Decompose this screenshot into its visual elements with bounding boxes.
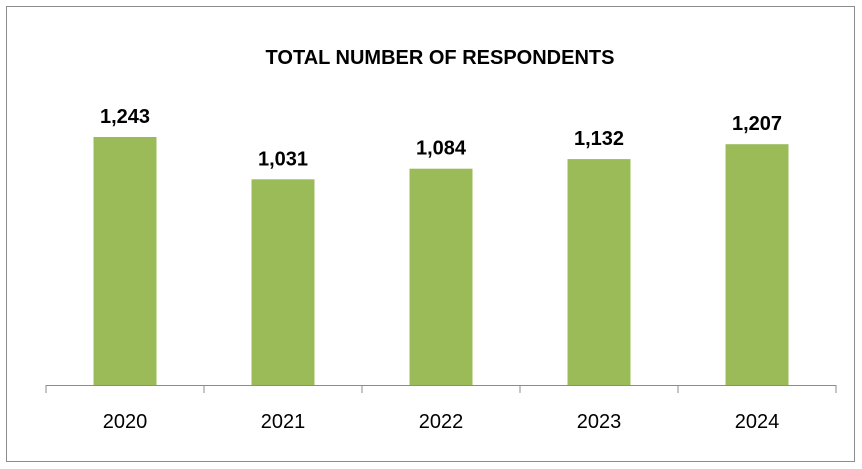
bar-2023 [567,159,631,385]
data-labels-layer: 1,243 1,031 1,084 1,132 1,207 [100,106,782,170]
data-label-2021: 1,031 [258,148,308,170]
data-label-2023: 1,132 [574,128,624,150]
data-label-2024: 1,207 [732,113,782,135]
x-tick-label-2022: 2022 [419,411,464,433]
x-tick-label-2023: 2023 [577,411,622,433]
data-label-2020: 1,243 [100,106,150,128]
bar-2021 [251,179,315,385]
chart-title: TOTAL NUMBER OF RESPONDENTS [266,47,615,69]
x-tick-label-2024: 2024 [735,411,780,433]
bar-2020 [93,137,157,385]
bar-2022 [409,168,473,385]
x-tick-label-2020: 2020 [103,411,148,433]
bar-2024 [725,144,789,385]
bars-layer [93,137,789,385]
x-axis: 2020 2021 2022 2023 2024 [45,385,837,433]
x-tick-label-2021: 2021 [261,411,306,433]
data-label-2022: 1,084 [416,138,467,160]
